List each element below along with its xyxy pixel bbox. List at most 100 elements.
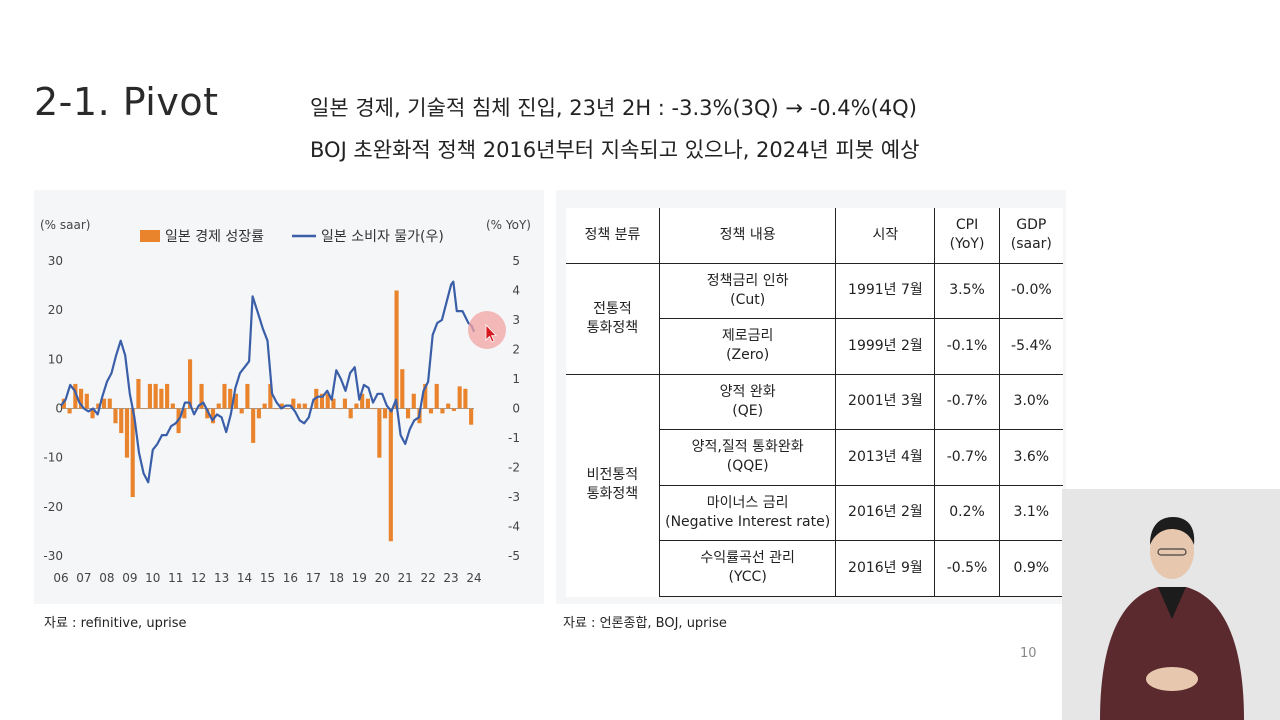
right-tick-label: 1 xyxy=(512,372,520,386)
gdp-bar xyxy=(101,398,107,409)
header-gdp: GDP (saar) xyxy=(998,208,1063,264)
gdp-bar xyxy=(377,408,382,458)
chart-source: 자료 : refinitive, uprise xyxy=(44,616,187,631)
gdp-bar xyxy=(428,408,434,414)
gdp-bar xyxy=(262,403,267,409)
gdp-bar xyxy=(325,393,330,409)
chart-panel: 30 20 10 0 -10 -20 -30 5 4 3 2 1 0 -1 -2 -3 -4 -5 06 07 08 09… xyxy=(34,190,544,604)
left-tick-label: 0 xyxy=(55,402,63,416)
gdp-bar xyxy=(274,408,279,410)
gdp-bar xyxy=(130,408,135,497)
gdp-bar xyxy=(365,398,370,409)
gdp-bar xyxy=(463,388,468,409)
gdp-bar xyxy=(147,383,152,409)
x-tick-label: 07 xyxy=(76,571,91,585)
x-tick-label: 06 xyxy=(53,571,68,585)
gdp-bar xyxy=(216,403,221,409)
gdp-bar xyxy=(446,403,451,409)
x-tick-label: 11 xyxy=(168,571,183,585)
presenter-head xyxy=(1150,523,1194,579)
gdp-bar xyxy=(405,408,411,419)
right-tick-label: -1 xyxy=(508,431,520,445)
header-policy: 정책 내용 xyxy=(658,208,837,264)
headline-2: BOJ 초완화적 정책 2016년부터 지속되고 있으나, 2024년 피봇 예… xyxy=(310,138,920,162)
policy-start: 2001년 3월 xyxy=(835,374,936,430)
gdp-bar xyxy=(302,403,307,409)
x-tick-label: 17 xyxy=(306,571,321,585)
header-category: 정책 분류 xyxy=(566,208,660,264)
gdp-bar xyxy=(342,398,348,409)
policy-name: 양적 완화 (QE) xyxy=(658,374,837,430)
policy-name: 마이너스 금리 (Negative Interest rate) xyxy=(659,485,837,541)
gdp-bar xyxy=(354,403,359,409)
gdp-bar xyxy=(84,393,89,409)
gdp-bar xyxy=(383,408,388,419)
table-row: 제로금리 (Zero) 1999년 2월 -0.1% -5.4% xyxy=(566,318,1063,375)
gdp-bar xyxy=(451,408,456,411)
gdp-bar xyxy=(67,408,72,414)
x-tick-label: 09 xyxy=(122,571,137,585)
x-tick-label: 14 xyxy=(237,571,252,585)
right-axis-unit: (% YoY) xyxy=(486,218,531,232)
gdp-bar xyxy=(440,408,445,414)
left-tick-label: 30 xyxy=(48,254,63,268)
table-row: 비전통적 통화정책 양적 완화 (QE) 2001년 3월 -0.7% 3.0% xyxy=(566,374,1063,596)
legend-label-cpi: 일본 소비자 물가(우) xyxy=(321,229,444,245)
gdp-bar xyxy=(119,408,124,434)
presenter-glasses xyxy=(1157,548,1187,556)
gdp-bar xyxy=(394,290,399,409)
table-row: 수익률곡선 관리 (YCC) 2016년 9월 -0.5% 0.9% xyxy=(566,540,1063,597)
gdp-bar xyxy=(239,408,244,414)
group-traditional: 전통적 통화정책 xyxy=(566,263,660,375)
slide-title: 2-1. Pivot xyxy=(34,80,219,124)
gdp-bar xyxy=(165,383,170,409)
gdp-bar xyxy=(296,403,302,409)
x-tick-label: 08 xyxy=(99,571,114,585)
presenter-webcam xyxy=(1062,489,1280,720)
right-tick-label: -5 xyxy=(508,549,520,563)
gdp-bar xyxy=(348,408,353,419)
gdp-bar xyxy=(360,393,365,409)
table-row: 양적,질적 통화완화 (QQE) 2013년 4월 -0.7% 3.6% xyxy=(566,429,1063,486)
policy-gdp: 3.0% xyxy=(998,374,1063,430)
headline-1: 일본 경제, 기술적 침체 진입, 23년 2H : -3.3%(3Q) → -… xyxy=(310,96,917,120)
table-source: 자료 : 언론종합, BOJ, uprise xyxy=(563,616,727,631)
gdp-bar xyxy=(331,398,336,409)
left-tick-label: 10 xyxy=(48,352,63,366)
x-tick-label: 23 xyxy=(443,571,458,585)
gdp-bar xyxy=(222,383,227,409)
gdp-bar xyxy=(233,393,239,409)
policy-start: 2013년 4월 xyxy=(835,429,936,486)
x-tick-label: 19 xyxy=(352,571,367,585)
x-tick-label: 15 xyxy=(260,571,275,585)
page-number: 10 xyxy=(1020,646,1037,661)
gdp-bar xyxy=(170,403,175,409)
presenter-shirt xyxy=(1158,587,1186,619)
policy-gdp: -0.0% xyxy=(998,263,1063,319)
policy-cpi: -0.1% xyxy=(934,318,1000,375)
policy-start: 2016년 9월 xyxy=(835,540,936,597)
left-tick-label: -20 xyxy=(43,500,63,514)
header-start: 시작 xyxy=(835,208,936,264)
right-tick-label: 2 xyxy=(512,343,520,357)
policy-start: 1991년 7월 xyxy=(835,263,936,319)
header-cpi: CPI (YoY) xyxy=(934,208,1000,264)
policy-cpi: -0.7% xyxy=(934,374,1000,430)
gdp-bar xyxy=(291,398,296,409)
gdp-bar xyxy=(187,359,193,409)
policy-gdp: 3.1% xyxy=(998,485,1063,541)
gdp-bar xyxy=(205,408,210,419)
policy-gdp: 3.6% xyxy=(998,429,1063,486)
policy-name: 제로금리 (Zero) xyxy=(659,318,837,375)
group-unconventional: 비전통적 통화정책 xyxy=(566,374,660,596)
gdp-bar xyxy=(199,383,204,409)
gdp-bar xyxy=(228,388,233,409)
policy-name: 양적,질적 통화완화 (QQE) xyxy=(659,429,837,486)
legend-label-gdp: 일본 경제 성장률 xyxy=(165,229,264,245)
x-tick-label: 16 xyxy=(283,571,298,585)
gdp-bar xyxy=(107,398,112,409)
policy-cpi: 3.5% xyxy=(934,263,1000,319)
table-row: 전통적 통화정책 정책금리 인하 (Cut) 1991년 7월 3.5% -0.0… xyxy=(566,263,1063,375)
gdp-bar xyxy=(285,408,290,410)
